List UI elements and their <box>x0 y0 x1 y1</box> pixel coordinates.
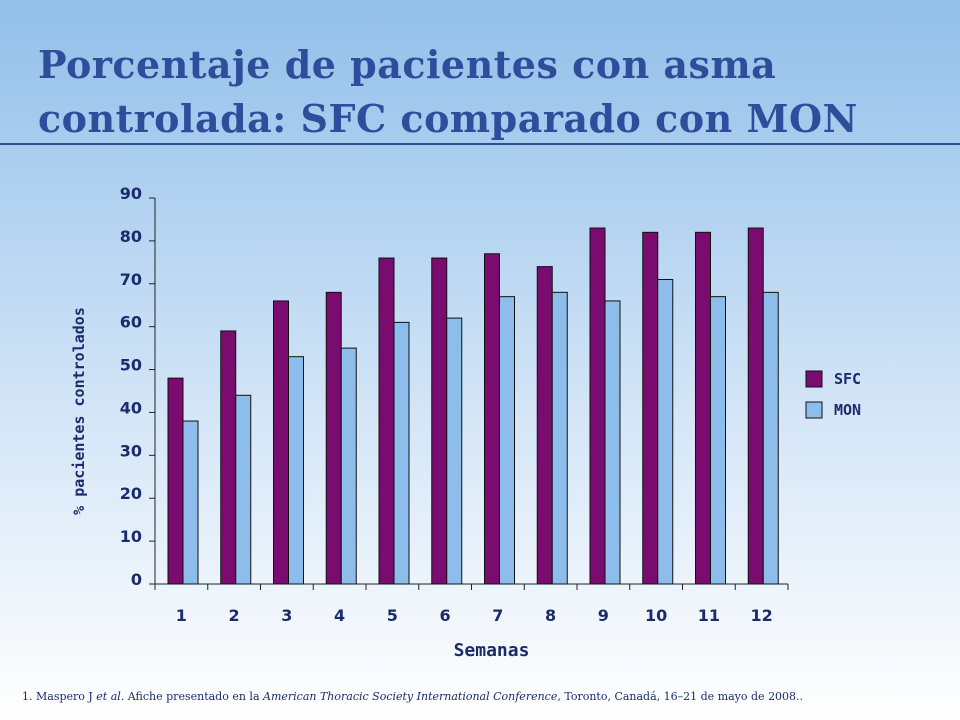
y-tick-label: 50 <box>120 356 142 375</box>
legend-label-sfc: SFC <box>834 370 861 388</box>
y-tick-label: 0 <box>131 570 142 589</box>
bar-sfc-week-8 <box>536 266 553 585</box>
bar-sfc-week-7 <box>484 253 500 585</box>
bar-mon-week-1 <box>182 420 199 585</box>
y-tick-label: 60 <box>120 313 142 332</box>
bar-mon-week-10 <box>657 278 674 585</box>
x-axis-title: Semanas <box>454 640 530 661</box>
bar-sfc-week-4 <box>325 291 342 585</box>
legend-label-mon: MON <box>834 401 861 419</box>
footnote-part3: . Afiche presentado en la <box>120 690 263 703</box>
x-tick-label: 5 <box>387 606 398 625</box>
bar-mon-week-8 <box>551 291 568 585</box>
bar-sfc-week-1 <box>167 377 184 585</box>
x-tick-label: 9 <box>598 606 609 625</box>
x-tick-label: 12 <box>750 606 772 625</box>
slide-title-line1: Porcentaje de pacientes con asma <box>38 42 777 87</box>
bar-mon-week-4 <box>340 347 357 585</box>
chart-legend: SFC MON <box>805 370 861 419</box>
bar-mon-week-11 <box>710 296 726 585</box>
y-tick-label: 10 <box>120 527 142 546</box>
bar-sfc-week-6 <box>431 257 448 585</box>
x-tick-label: 7 <box>492 606 503 625</box>
x-tick-label: 2 <box>229 606 240 625</box>
footnote-part1: 1. Maspero J <box>22 690 97 703</box>
bar-sfc-week-2 <box>220 330 237 585</box>
bar-mon-week-9 <box>604 300 621 585</box>
bar-mon-week-3 <box>288 356 304 585</box>
bar-mon-week-2 <box>235 394 252 585</box>
bar-sfc-week-9 <box>589 227 606 585</box>
legend-swatch-mon <box>805 401 823 419</box>
slide-title: Porcentaje de pacientes con asma control… <box>38 38 938 146</box>
footnote: 1. Maspero J et al. Afiche presentado en… <box>22 690 952 703</box>
legend-swatch-sfc <box>805 370 823 388</box>
bar-sfc-week-5 <box>378 257 395 585</box>
footnote-part4: American Thoracic Society International … <box>263 690 558 703</box>
bar-sfc-week-12 <box>747 227 764 585</box>
y-tick-label: 70 <box>120 270 142 289</box>
bar-mon-week-6 <box>446 317 463 585</box>
bar-sfc-week-10 <box>642 231 659 585</box>
y-tick-label: 80 <box>120 227 142 246</box>
x-tick-label: 3 <box>281 606 292 625</box>
x-tick-label: 4 <box>334 606 345 625</box>
y-tick-label: 90 <box>120 184 142 203</box>
x-tick-label: 8 <box>545 606 556 625</box>
y-tick-label: 30 <box>120 441 142 460</box>
footnote-part2: et al <box>96 690 121 703</box>
x-tick-label: 11 <box>698 606 720 625</box>
x-tick-label: 10 <box>645 606 667 625</box>
chart-axes <box>149 197 789 590</box>
x-tick-label: 6 <box>440 606 451 625</box>
chart-bars <box>167 227 779 585</box>
x-tick-label: 1 <box>176 606 187 625</box>
bar-mon-week-5 <box>393 321 410 585</box>
bar-sfc-week-11 <box>695 231 711 585</box>
bar-sfc-week-3 <box>273 300 289 585</box>
title-divider <box>0 143 960 145</box>
y-tick-label: 40 <box>120 398 142 417</box>
bar-mon-week-12 <box>762 291 779 585</box>
footnote-part5: , Toronto, Canadá, 16–21 de mayo de 2008… <box>557 690 804 703</box>
slide-title-line2: controlada: SFC comparado con MON <box>38 96 858 141</box>
y-tick-label: 20 <box>120 484 142 503</box>
bar-mon-week-7 <box>499 296 515 585</box>
y-axis-title: % pacientes controlados <box>70 307 88 515</box>
